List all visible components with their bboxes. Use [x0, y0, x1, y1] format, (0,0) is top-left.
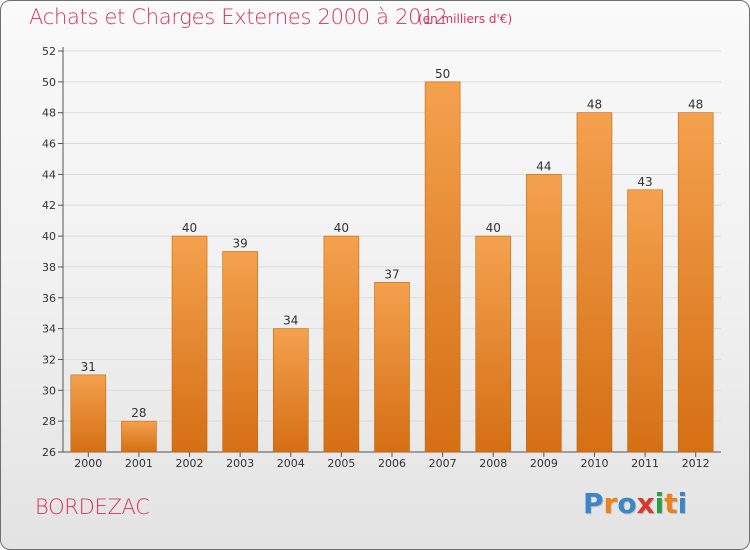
y-tick-label: 48	[42, 107, 56, 120]
value-label-2008: 40	[486, 221, 501, 235]
y-tick-label: 40	[42, 230, 56, 243]
brand-logo: Proxiti	[583, 487, 687, 520]
value-label-2009: 44	[536, 159, 551, 173]
bar-2003	[222, 251, 258, 453]
y-tick-label: 34	[42, 323, 56, 336]
x-tick-label: 2004	[277, 457, 305, 470]
x-tick-label: 2009	[530, 457, 558, 470]
x-tick-label: 2008	[479, 457, 507, 470]
brand-letter: o	[617, 487, 637, 520]
bar-2008	[475, 235, 512, 453]
y-tick-label: 26	[42, 446, 56, 459]
bar-2001	[121, 420, 157, 453]
bar-2011	[627, 189, 663, 453]
y-tick-label: 42	[42, 199, 56, 212]
bar-2000	[70, 374, 107, 453]
brand-letter: P	[583, 487, 604, 520]
brand-letter: r	[603, 487, 618, 520]
y-tick-label: 50	[42, 76, 56, 89]
y-tick-label: 28	[42, 415, 56, 428]
brand-letter: i	[677, 487, 688, 520]
labels: 31 28 40 39 34 40 37 50 40 44 48 43 48	[81, 67, 704, 420]
bar-2002	[171, 235, 208, 453]
value-label-2012: 48	[688, 98, 703, 112]
value-label-2004: 34	[283, 314, 298, 328]
commune-name: BORDEZAC	[35, 495, 150, 519]
axes: 26 28 30 32 34 36 38 40 42 44 46 48 50 52 2000 2001 2002…	[42, 45, 721, 470]
y-tick-label: 46	[42, 138, 56, 151]
x-tick-label: 2002	[176, 457, 204, 470]
x-tick-label: 2007	[429, 457, 457, 470]
chart-title: Achats et Charges Externes 2000 à 2012	[29, 5, 448, 29]
brand-letter: t	[664, 487, 678, 520]
y-tick-label: 36	[42, 292, 56, 305]
value-label-2006: 37	[384, 267, 399, 281]
value-label-2005: 40	[334, 221, 349, 235]
chart-unit: (en milliers d'€)	[418, 12, 513, 26]
bars	[70, 81, 714, 453]
y-tick-label: 44	[42, 168, 56, 181]
value-label-2011: 43	[637, 175, 652, 189]
x-tick-label: 2011	[631, 457, 659, 470]
bar-2006	[374, 282, 410, 453]
value-label-2007: 50	[435, 67, 450, 81]
value-label-2000: 31	[81, 360, 96, 374]
bar-2010	[576, 112, 613, 453]
bar-2009	[526, 174, 562, 453]
x-tick-label: 2006	[378, 457, 406, 470]
x-tick-label: 2001	[125, 457, 153, 470]
brand-letter: x	[636, 487, 655, 520]
value-label-2003: 39	[233, 237, 248, 251]
brand-letter: i	[654, 487, 665, 520]
bar-2012	[677, 112, 714, 453]
x-tick-label: 2012	[682, 457, 710, 470]
bar-2004	[272, 328, 309, 453]
value-label-2010: 48	[587, 98, 602, 112]
y-tick-label: 52	[42, 45, 56, 58]
y-tick-label: 30	[42, 384, 56, 397]
x-tick-label: 2005	[327, 457, 355, 470]
x-tick-label: 2010	[580, 457, 608, 470]
y-tick-label: 32	[42, 353, 56, 366]
y-tick-label: 38	[42, 261, 56, 274]
bar-2007	[424, 81, 461, 453]
x-tick-label: 2003	[226, 457, 254, 470]
bar-2005	[323, 235, 360, 453]
value-label-2002: 40	[182, 221, 197, 235]
x-tick-label: 2000	[74, 457, 102, 470]
value-label-2001: 28	[131, 406, 146, 420]
